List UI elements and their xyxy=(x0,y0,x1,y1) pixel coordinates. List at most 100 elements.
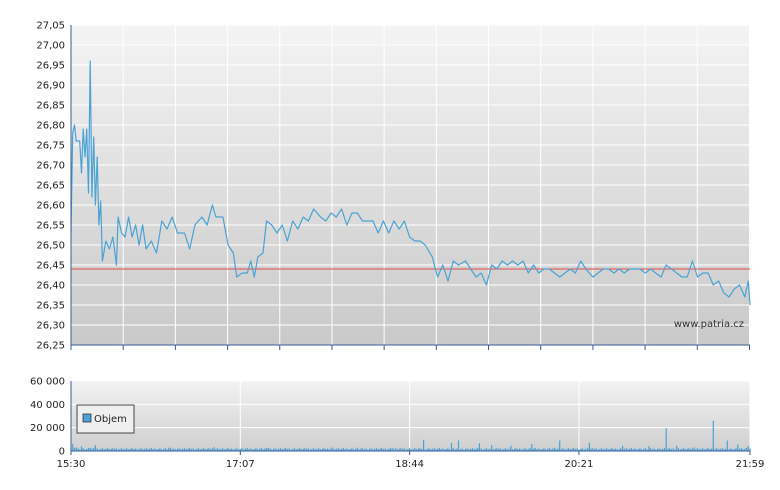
volume-bar xyxy=(450,442,453,451)
volume-bar xyxy=(112,447,114,451)
volume-bar xyxy=(629,448,631,451)
volume-bar xyxy=(131,447,133,451)
volume-bar xyxy=(499,448,501,451)
volume-bar xyxy=(393,448,395,451)
volume-bar xyxy=(180,449,182,451)
volume-bar xyxy=(82,448,84,451)
volume-bar xyxy=(463,449,465,451)
volume-bar xyxy=(107,448,109,451)
volume-bar xyxy=(272,448,275,451)
volume-bar xyxy=(299,448,301,451)
volume-bar xyxy=(279,448,282,451)
volume-bar xyxy=(503,448,505,451)
volume-bar xyxy=(389,448,391,451)
price-series xyxy=(70,60,751,306)
price-x-axis xyxy=(70,25,750,350)
volume-bar xyxy=(264,448,266,451)
volume-bar xyxy=(437,448,439,451)
volume-bar xyxy=(588,442,590,451)
volume-bar xyxy=(747,445,749,452)
volume-bar xyxy=(679,449,681,451)
volume-bar xyxy=(714,448,716,451)
volume-bar xyxy=(737,444,739,451)
volume-bar xyxy=(334,449,336,451)
volume-bar xyxy=(660,449,662,451)
volume-bar xyxy=(513,448,515,451)
volume-bar xyxy=(361,447,364,451)
volume-bar xyxy=(711,448,713,451)
volume-bar xyxy=(250,448,252,451)
price-y-tick-label: 26,45 xyxy=(36,261,65,272)
volume-bar xyxy=(468,449,470,451)
volume-bar xyxy=(286,449,288,451)
volume-bar xyxy=(110,448,112,451)
volume-bar xyxy=(372,449,374,451)
volume-bar xyxy=(533,448,535,451)
volume-bar xyxy=(564,449,566,451)
volume-bars xyxy=(70,420,751,452)
volume-bar xyxy=(663,448,666,451)
volume-bar xyxy=(300,449,302,451)
volume-bar xyxy=(461,448,463,451)
volume-bar xyxy=(222,448,224,451)
volume-bar xyxy=(557,448,559,451)
volume-bar xyxy=(581,448,583,451)
volume-bar xyxy=(108,449,110,451)
volume-bar xyxy=(534,447,536,451)
volume-bar xyxy=(94,445,96,451)
volume-bar xyxy=(677,448,679,451)
volume-bar xyxy=(613,449,615,451)
volume-bar xyxy=(365,448,367,451)
volume-bar xyxy=(749,448,751,451)
volume-bar xyxy=(133,449,135,451)
volume-bar xyxy=(583,449,585,451)
volume-bar xyxy=(412,448,414,451)
volume-bar xyxy=(89,448,91,451)
watermark: www.patria.cz xyxy=(674,319,744,330)
volume-bar xyxy=(719,448,721,451)
volume-bar xyxy=(251,449,254,451)
price-y-tick-label: 26,70 xyxy=(36,161,65,172)
volume-bar xyxy=(691,448,693,451)
volume-bar xyxy=(744,448,746,451)
volume-bar xyxy=(337,448,339,451)
volume-bar xyxy=(91,448,93,451)
volume-bar xyxy=(627,449,629,451)
price-grid xyxy=(71,24,750,346)
volume-bar xyxy=(164,448,166,451)
volume-bar xyxy=(695,448,697,451)
volume-bar xyxy=(245,448,247,451)
volume-bar xyxy=(323,447,325,451)
volume-bar xyxy=(487,449,489,451)
volume-bar xyxy=(482,449,484,451)
volume-bar xyxy=(328,449,330,451)
volume-plot-area xyxy=(71,381,750,451)
volume-bar xyxy=(475,448,477,451)
volume-bar xyxy=(595,448,597,451)
volume-bar xyxy=(122,449,124,451)
volume-bar xyxy=(506,449,508,451)
volume-bar xyxy=(314,449,316,451)
volume-bar xyxy=(431,448,433,451)
volume-bar xyxy=(639,448,641,451)
volume-bar xyxy=(77,448,79,451)
volume-bar xyxy=(208,447,210,451)
volume-bar xyxy=(311,448,313,451)
volume-bar xyxy=(203,448,205,451)
volume-bar xyxy=(515,447,517,451)
volume-bar xyxy=(241,448,243,451)
volume-bar xyxy=(576,448,578,451)
volume-bar xyxy=(670,449,673,451)
volume-y-tick-label: 60 000 xyxy=(30,377,65,388)
volume-bar xyxy=(398,448,400,451)
volume-bar xyxy=(608,449,610,451)
price-y-tick-label: 26,50 xyxy=(36,241,65,252)
volume-bar xyxy=(609,448,611,451)
volume-bar xyxy=(470,448,472,451)
volume-bar xyxy=(725,448,727,451)
volume-bar xyxy=(190,449,192,451)
volume-bar xyxy=(658,448,660,451)
volume-bar xyxy=(194,449,196,451)
volume-bar xyxy=(238,449,240,451)
volume-bar xyxy=(124,448,126,451)
